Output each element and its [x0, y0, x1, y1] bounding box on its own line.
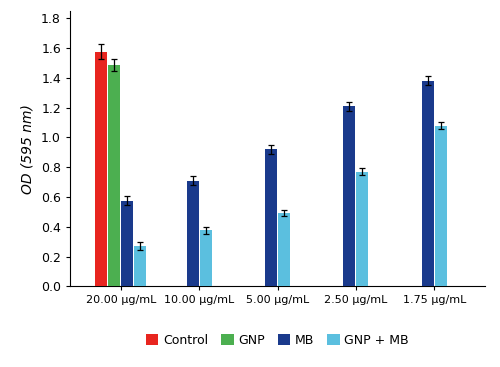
Bar	[422, 81, 434, 286]
Bar	[434, 126, 446, 286]
Bar	[186, 181, 198, 286]
Bar	[356, 172, 368, 286]
Bar	[200, 230, 211, 286]
Bar	[344, 106, 355, 286]
Bar	[121, 201, 133, 286]
Bar	[278, 213, 290, 286]
Bar	[96, 52, 108, 286]
Legend: Control, GNP, MB, GNP + MB: Control, GNP, MB, GNP + MB	[146, 334, 409, 347]
Bar	[265, 149, 277, 286]
Bar	[134, 246, 146, 286]
Bar	[108, 65, 120, 286]
Y-axis label: OD (595 nm): OD (595 nm)	[20, 104, 34, 193]
